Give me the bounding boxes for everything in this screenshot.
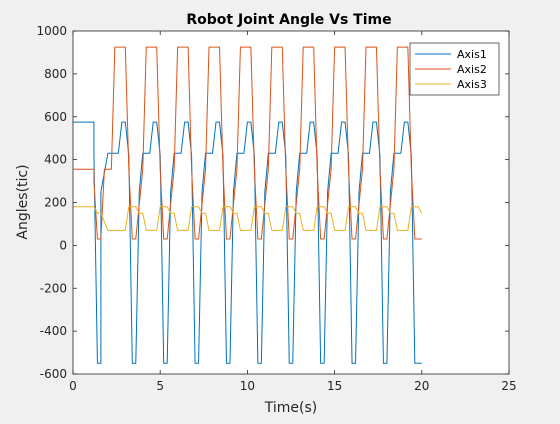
series-layer	[73, 46, 423, 364]
x-axis-label: Time(s)	[264, 400, 317, 416]
y-tick-label: -600	[40, 367, 67, 381]
y-tick-label: -200	[40, 281, 67, 295]
x-tick-label: 25	[501, 379, 516, 393]
chart-title: Robot Joint Angle Vs Time	[186, 12, 391, 28]
y-tick-label: 0	[59, 238, 67, 252]
series-line-axis2	[73, 46, 422, 240]
x-tick-label: 20	[414, 379, 429, 393]
x-tick-label: 0	[69, 379, 77, 393]
tick-layer: 0 5 10 15 20 25 -600 -400 -200 0 200 400 600 800 1000	[36, 24, 516, 393]
x-tick-label: 5	[156, 379, 164, 393]
x-tick-label: 15	[327, 379, 342, 393]
y-tick-label: -400	[40, 324, 67, 338]
y-axis-label: Angles(tic)	[15, 164, 31, 239]
y-tick-label: 1000	[36, 24, 67, 38]
y-tick-label: 200	[44, 196, 67, 210]
y-tick-label: 400	[44, 153, 67, 167]
legend-label-axis1: Axis1	[457, 48, 487, 61]
y-tick-label: 800	[44, 67, 67, 81]
legend-label-axis3: Axis3	[457, 78, 487, 91]
legend-label-axis2: Axis2	[457, 63, 487, 76]
y-tick-label: 600	[44, 110, 67, 124]
series-line-axis3	[73, 206, 423, 231]
x-tick-label: 10	[240, 379, 255, 393]
legend: Axis1 Axis2 Axis3	[409, 42, 500, 96]
